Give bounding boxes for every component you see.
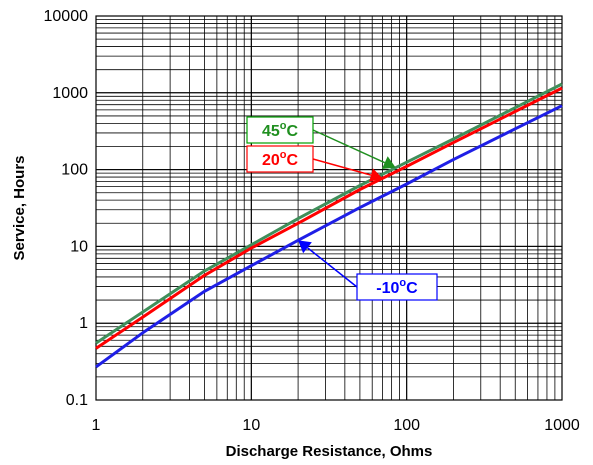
- plot-area-frame: [95, 15, 563, 401]
- series-line: [95, 82, 563, 345]
- annotation-label: 20oC: [262, 149, 299, 169]
- annotation-label: -10oC: [376, 277, 418, 297]
- annotation-label: 45oC: [262, 120, 299, 140]
- annotation-box: [246, 145, 314, 173]
- annotations: 45oC 20oC -10oC: [246, 116, 438, 301]
- arrow-head: [298, 240, 312, 254]
- annotation-box: [246, 116, 314, 144]
- y-tick-label: 1: [79, 315, 88, 332]
- annotation-arrow: [312, 129, 386, 164]
- x-tick-label: 10: [242, 417, 260, 434]
- y-tick-label: 0.1: [66, 392, 88, 409]
- series-line: [95, 104, 563, 369]
- arrow-head: [381, 156, 396, 170]
- y-tick-label: 10000: [44, 8, 89, 25]
- x-tick-label: 1: [92, 417, 101, 434]
- arrow-head: [369, 168, 383, 182]
- x-axis-title: Discharge Resistance, Ohms: [226, 443, 433, 460]
- y-tick-label: 1000: [52, 85, 88, 102]
- x-tick-label: 1000: [544, 417, 580, 434]
- annotation-box: [356, 273, 438, 301]
- series-line: [95, 86, 563, 350]
- annotation-arrow: [312, 158, 372, 176]
- y-tick-label: 100: [61, 162, 88, 179]
- x-tick-label: 100: [393, 417, 420, 434]
- y-tick-label: 10: [70, 238, 88, 255]
- data-series: [95, 82, 563, 369]
- y-axis-title: Service, Hours: [11, 155, 28, 260]
- annotation-arrow: [307, 247, 358, 288]
